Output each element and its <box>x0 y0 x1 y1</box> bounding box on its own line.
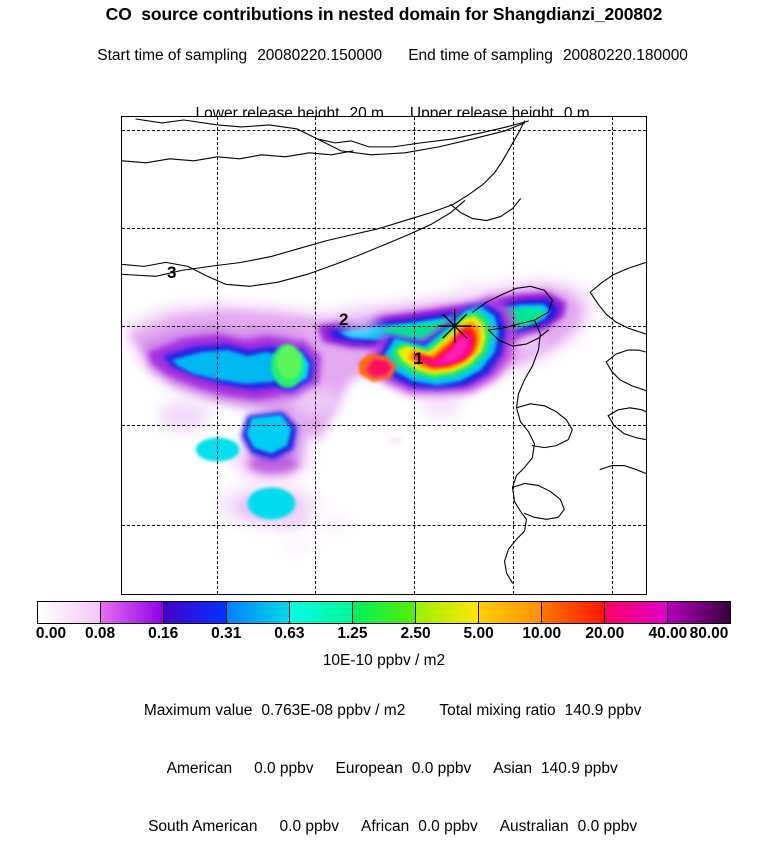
trajectory-label-1: 1 <box>414 349 424 368</box>
source-name-african: African <box>361 818 410 835</box>
source-value-african: 0.0 ppbv <box>418 818 478 835</box>
colorbar-segment-0 <box>38 602 101 623</box>
colorbar-segment-10 <box>668 602 730 623</box>
page-title: CO source contributions in nested domain… <box>105 4 663 24</box>
trajectory-label-3: 3 <box>167 263 177 282</box>
source-name-south-american: South American <box>148 818 258 835</box>
maximum-and-total-line: Maximum value 0.763E-08 ppbv / m2 Total mi… <box>0 684 768 738</box>
statistics-block: Maximum value 0.763E-08 ppbv / m2 Total mi… <box>0 684 768 858</box>
plume-hotspot <box>367 296 517 398</box>
sampling-time-line: Start time of sampling 20080220.150000 End… <box>0 29 768 83</box>
colorbar-tick-3: 0.31 <box>211 625 242 642</box>
end-time-label: End time of sampling <box>408 47 553 64</box>
colorbar-segment-6 <box>416 602 479 623</box>
total-mixing-ratio-label: Total mixing ratio <box>439 702 556 719</box>
source-row-1: American 0.0 ppbv European 0.0 ppbv Asian 140… <box>0 742 768 796</box>
total-mixing-ratio-value: 140.9 ppbv <box>564 702 642 719</box>
colorbar-tick-10: 40.00 <box>648 625 688 642</box>
source-value-asian: 140.9 ppbv <box>541 760 618 777</box>
source-row-2: South American 0.0 ppbv African 0.0 ppbv Aus… <box>0 800 768 854</box>
start-time-label: Start time of sampling <box>97 47 248 64</box>
source-name-european: European <box>335 760 403 777</box>
map-plot-area: 3 2 1 <box>121 116 647 595</box>
colorbar-segment-5 <box>353 602 416 623</box>
concentration-field <box>122 278 593 555</box>
colorbar-segment-4 <box>290 602 353 623</box>
colorbar-tick-8: 10.00 <box>522 625 562 642</box>
colorbar-segment-7 <box>479 602 542 623</box>
maximum-value: 0.763E-08 ppbv / m2 <box>261 702 406 719</box>
maximum-value-label: Maximum value <box>143 702 253 719</box>
source-name-american: American <box>166 760 233 777</box>
colorbar-segment-1 <box>101 602 164 623</box>
colorbar-tick-labels: 0.00 0.08 0.16 0.31 0.63 1.25 2.50 5.00 10.00 20.… <box>35 625 731 645</box>
source-name-asian: Asian <box>493 760 533 777</box>
source-name-australian: Australian <box>499 818 569 835</box>
colorbar-tick-11: 80.00 <box>689 625 729 642</box>
colorbar-legend: 0.00 0.08 0.16 0.31 0.63 1.25 2.50 5.00 10.00 20.… <box>35 601 731 645</box>
colorbar-tick-7: 5.00 <box>463 625 494 642</box>
colorbar-tick-5: 1.25 <box>337 625 368 642</box>
source-value-european: 0.0 ppbv <box>411 760 472 777</box>
colorbar-gradient-strip <box>37 601 731 624</box>
colorbar-segment-2 <box>164 602 227 623</box>
colorbar-tick-6: 2.50 <box>400 625 431 642</box>
source-value-australian: 0.0 ppbv <box>577 818 638 835</box>
colorbar-segment-9 <box>605 602 668 623</box>
colorbar-unit-label: 10E-10 ppbv / m2 <box>322 652 446 669</box>
start-time-value: 20080220.150000 <box>257 47 383 64</box>
colorbar-segment-3 <box>227 602 290 623</box>
colorbar-segment-8 <box>542 602 605 623</box>
colorbar-tick-9: 20.00 <box>585 625 625 642</box>
colorbar-tick-2: 0.16 <box>148 625 179 642</box>
source-value-south-american: 0.0 ppbv <box>279 818 339 835</box>
colorbar-tick-0: 0.00 <box>35 625 67 642</box>
colorbar-tick-1: 0.08 <box>84 625 116 642</box>
trajectory-label-2: 2 <box>339 310 349 329</box>
release-site-star-icon <box>437 309 472 344</box>
source-value-american: 0.0 ppbv <box>254 760 314 777</box>
end-time-value: 20080220.180000 <box>562 47 688 64</box>
colorbar-tick-4: 0.63 <box>274 625 305 642</box>
